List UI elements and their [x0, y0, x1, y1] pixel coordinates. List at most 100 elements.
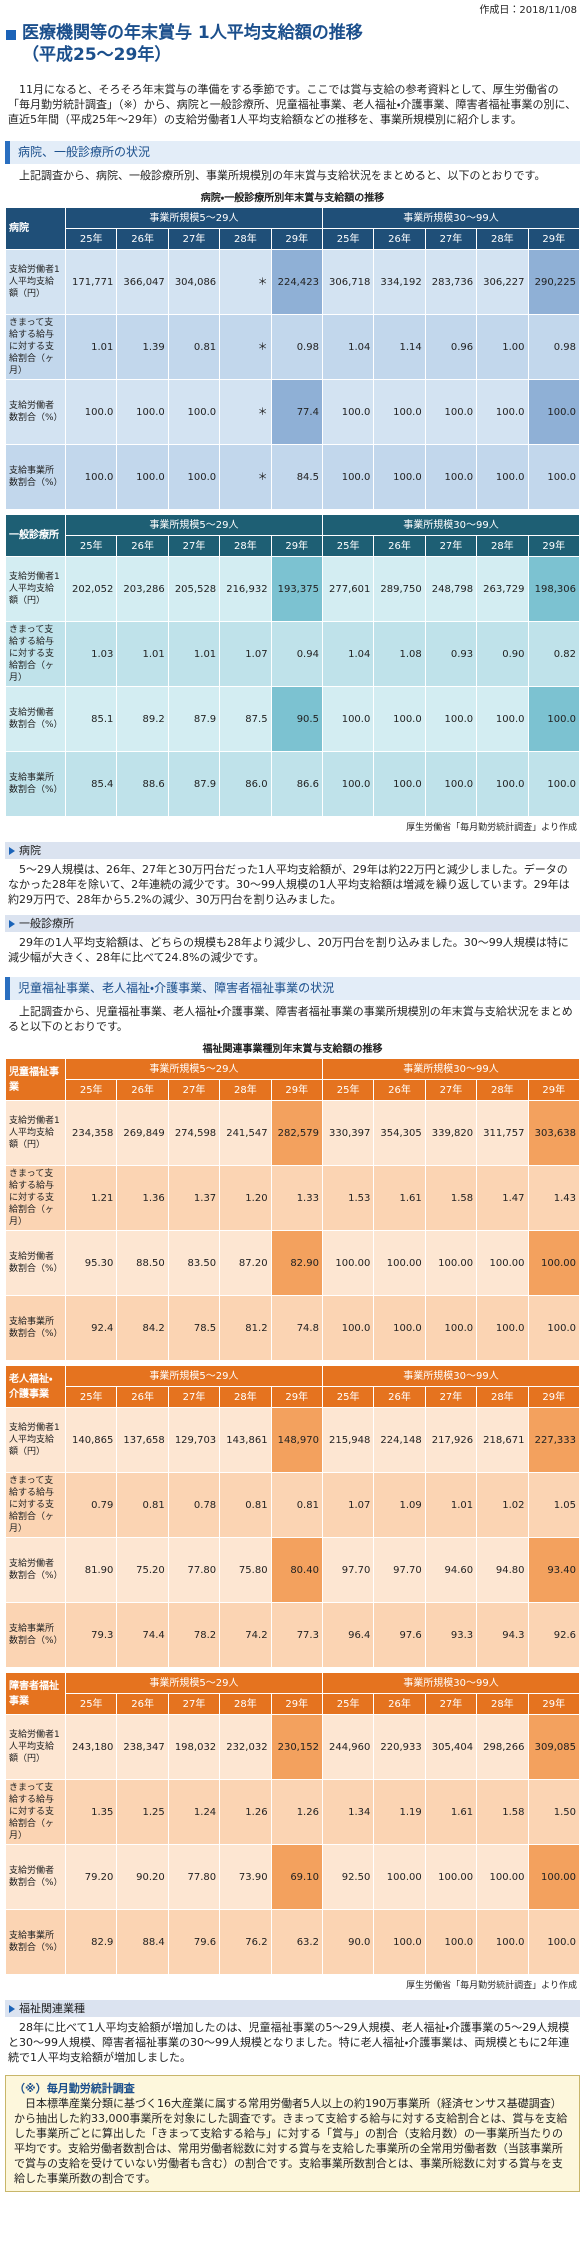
year: 28年: [476, 535, 529, 557]
cell-value: 1.37: [167, 1165, 221, 1231]
year: 27年: [424, 1079, 478, 1101]
cell-value: 1.07: [219, 621, 272, 687]
cell-value: 290,225: [527, 249, 581, 315]
row-label: きまって支給する給与に対する支給割合（ヶ月）: [5, 1165, 66, 1231]
data-row: 支給労働者数割合（%） 81.90 75.20 77.80 75.80 80.40 97.7…: [5, 1537, 581, 1603]
cell-value: 1.09: [373, 1472, 426, 1538]
cell-value: 97.6: [373, 1602, 426, 1668]
year: 28年: [219, 228, 272, 250]
cell-value: 87.5: [219, 686, 272, 752]
cell-value: ＊: [219, 249, 272, 315]
cell-value: 1.33: [270, 1165, 323, 1231]
year: 27年: [167, 1386, 221, 1408]
section-lead: 上記調査から、病院、一般診療所別、事業所規模別の年末賞与支給状況をまとめると、以…: [19, 169, 546, 182]
cell-value: 1.04: [321, 621, 375, 687]
header-row: 病院 事業所規模5～29人 事業所規模30～99人: [5, 207, 581, 250]
cell-value: 1.26: [219, 1779, 272, 1845]
cell-value: 137,658: [116, 1407, 169, 1473]
cell-value: 69.10: [270, 1844, 323, 1910]
cell-value: 82.90: [270, 1230, 323, 1296]
cell-value: 1.25: [116, 1779, 169, 1845]
cell-value: 100.0: [476, 1295, 529, 1361]
cell-value: 84.2: [116, 1295, 169, 1361]
cell-value: 309,085: [527, 1714, 581, 1780]
row-label: 支給労働者数割合（%）: [5, 379, 66, 445]
data-row: 支給事業所数割合（%） 82.9 88.4 79.6 76.2 63.2 90.0 100.0…: [5, 1909, 581, 1975]
cell-value: 140,865: [64, 1407, 118, 1473]
data-row: きまって支給する給与に対する支給割合（ヶ月） 1.03 1.01 1.01 1.07 0.…: [5, 621, 581, 687]
data-row: きまって支給する給与に対する支給割合（ヶ月） 1.21 1.36 1.37 1.20 1.…: [5, 1165, 581, 1231]
cell-value: 77.80: [167, 1537, 221, 1603]
cell-value: 100.0: [373, 379, 426, 445]
footnote-text: 日本標準産業分類に基づく16大産業に属する常用労働者5人以上の約190万事業所（…: [14, 2097, 568, 2185]
cell-value: 97.70: [373, 1537, 426, 1603]
cell-value: 94.60: [424, 1537, 478, 1603]
cell-value: 269,849: [116, 1100, 169, 1166]
cell-value: 76.2: [219, 1909, 272, 1975]
size-group: 事業所規模30～99人: [321, 207, 581, 229]
cell-value: 100.0: [527, 1295, 581, 1361]
cell-value: 0.81: [219, 1472, 272, 1538]
row-label: 支給事業所数割合（%）: [5, 1295, 66, 1361]
cell-value: 82.9: [64, 1909, 118, 1975]
year: 26年: [373, 228, 426, 250]
cell-value: 100.0: [476, 379, 529, 445]
cell-value: 202,052: [64, 556, 118, 622]
cell-value: 0.81: [270, 1472, 323, 1538]
year: 26年: [116, 228, 169, 250]
cell-value: 129,703: [167, 1407, 221, 1473]
cell-value: 77.80: [167, 1844, 221, 1910]
year: 25年: [64, 1693, 118, 1715]
row-label: 支給労働者数割合（%）: [5, 1844, 66, 1910]
data-row: 支給労働者1人平均支給額（円） 243,180 238,347 198,032 232,…: [5, 1714, 581, 1780]
year: 29年: [527, 228, 581, 250]
data-row: 支給労働者1人平均支給額（円） 140,865 137,658 129,703 143,…: [5, 1407, 581, 1473]
cell-value: 100.0: [167, 444, 221, 510]
data-row: きまって支給する給与に対する支給割合（ヶ月） 1.01 1.39 0.81 ＊ 0.98 1…: [5, 314, 581, 380]
cell-value: 100.00: [373, 1230, 426, 1296]
year: 25年: [64, 1386, 118, 1408]
cell-value: 1.35: [64, 1779, 118, 1845]
footnote: （※）毎月勤労統計調査 日本標準産業分類に基づく16大産業に属する常用労働者5人…: [5, 2075, 580, 2192]
year: 26年: [116, 1386, 169, 1408]
cell-value: 1.01: [64, 314, 118, 380]
cell-value: 93.40: [527, 1537, 581, 1603]
size-group: 事業所規模30～99人: [321, 1672, 581, 1694]
table-name: 一般診療所: [5, 514, 66, 557]
cell-value: 100.0: [476, 751, 529, 817]
cell-value: 100.0: [373, 444, 426, 510]
year: 29年: [270, 535, 323, 557]
cell-value: 217,926: [424, 1407, 478, 1473]
title-line: 医療機関等の年末賞与 1人平均支給額の推移: [22, 23, 363, 43]
cell-value: 85.1: [64, 686, 118, 752]
data-row: きまって支給する給与に対する支給割合（ヶ月） 1.35 1.25 1.24 1.26 1.…: [5, 1779, 581, 1845]
cell-value: 96.4: [321, 1602, 375, 1668]
cell-value: 334,192: [373, 249, 426, 315]
cell-value: 1.14: [373, 314, 426, 380]
data-row: 支給労働者数割合（%） 95.30 88.50 83.50 87.20 82.90 100.…: [5, 1230, 581, 1296]
cell-value: 1.26: [270, 1779, 323, 1845]
data-row: 支給労働者1人平均支給額（円） 171,771 366,047 304,086 ＊ 224…: [5, 249, 581, 315]
note-label: 福祉関連業種: [5, 2000, 580, 2017]
cell-value: 1.24: [167, 1779, 221, 1845]
cell-value: 1.34: [321, 1779, 375, 1845]
year: 28年: [219, 535, 272, 557]
year: 27年: [167, 228, 221, 250]
year: 29年: [270, 1386, 323, 1408]
cell-value: 100.0: [424, 1909, 478, 1975]
cell-value: 1.01: [116, 621, 169, 687]
cell-value: 234,358: [64, 1100, 118, 1166]
data-table: 老人福祉・介護事業 事業所規模5～29人 事業所規模30～99人 25年 26年 27年 2…: [5, 1365, 581, 1668]
cell-value: 263,729: [476, 556, 529, 622]
cell-value: 203,286: [116, 556, 169, 622]
cell-value: 88.6: [116, 751, 169, 817]
cell-value: 1.58: [476, 1779, 529, 1845]
table-name: 児童福祉事業: [5, 1058, 66, 1101]
year: 28年: [219, 1079, 272, 1101]
cell-value: 1.58: [424, 1165, 478, 1231]
cell-value: 283,736: [424, 249, 478, 315]
cell-value: 1.08: [373, 621, 426, 687]
note-text: 5～29人規模は、26年、27年と30万円台だった1人平均支給額が、29年は約2…: [8, 863, 570, 906]
cell-value: 0.79: [64, 1472, 118, 1538]
section-heading: 児童福祉事業、老人福祉・介護事業、障害者福祉事業の状況: [5, 977, 580, 1000]
